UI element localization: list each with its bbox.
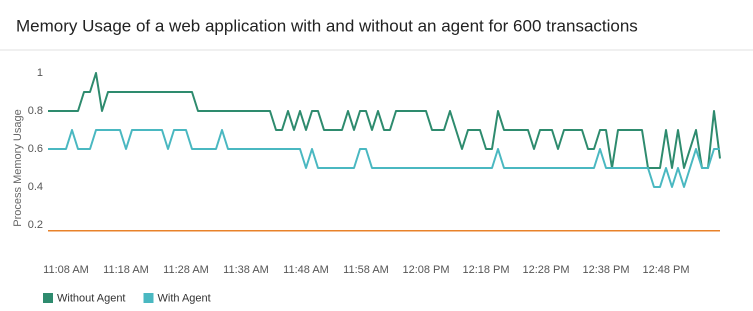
legend-label: With Agent <box>158 292 211 304</box>
series-line <box>48 129 720 188</box>
x-tick-label: 12:28 PM <box>522 264 569 276</box>
x-tick-label: 11:08 AM <box>43 264 89 276</box>
x-tick-label: 12:48 PM <box>642 264 689 276</box>
x-tick-label: 11:38 AM <box>223 264 269 276</box>
x-tick-label: 11:48 AM <box>283 264 329 276</box>
x-tick-label: 11:18 AM <box>103 264 149 276</box>
y-tick-label: 0.6 <box>28 143 43 155</box>
legend-swatch <box>43 293 53 303</box>
x-tick-label: 12:18 PM <box>462 264 509 276</box>
y-tick-label: 0.2 <box>28 219 43 231</box>
y-axis-label: Process Memory Usage <box>12 109 24 226</box>
x-tick-label: 12:08 PM <box>402 264 449 276</box>
legend-swatch <box>143 293 154 303</box>
y-tick-label: 0.4 <box>28 181 43 193</box>
y-tick-label: 1 <box>37 67 43 79</box>
y-tick-label: 0.8 <box>28 105 43 117</box>
x-tick-label: 12:38 PM <box>582 264 629 276</box>
x-tick-label: 11:58 AM <box>343 264 389 276</box>
x-tick-label: 11:28 AM <box>163 264 209 276</box>
legend-label: Without Agent <box>57 292 126 304</box>
chart-title: Memory Usage of a web application with a… <box>16 16 638 35</box>
series-line <box>48 72 721 169</box>
